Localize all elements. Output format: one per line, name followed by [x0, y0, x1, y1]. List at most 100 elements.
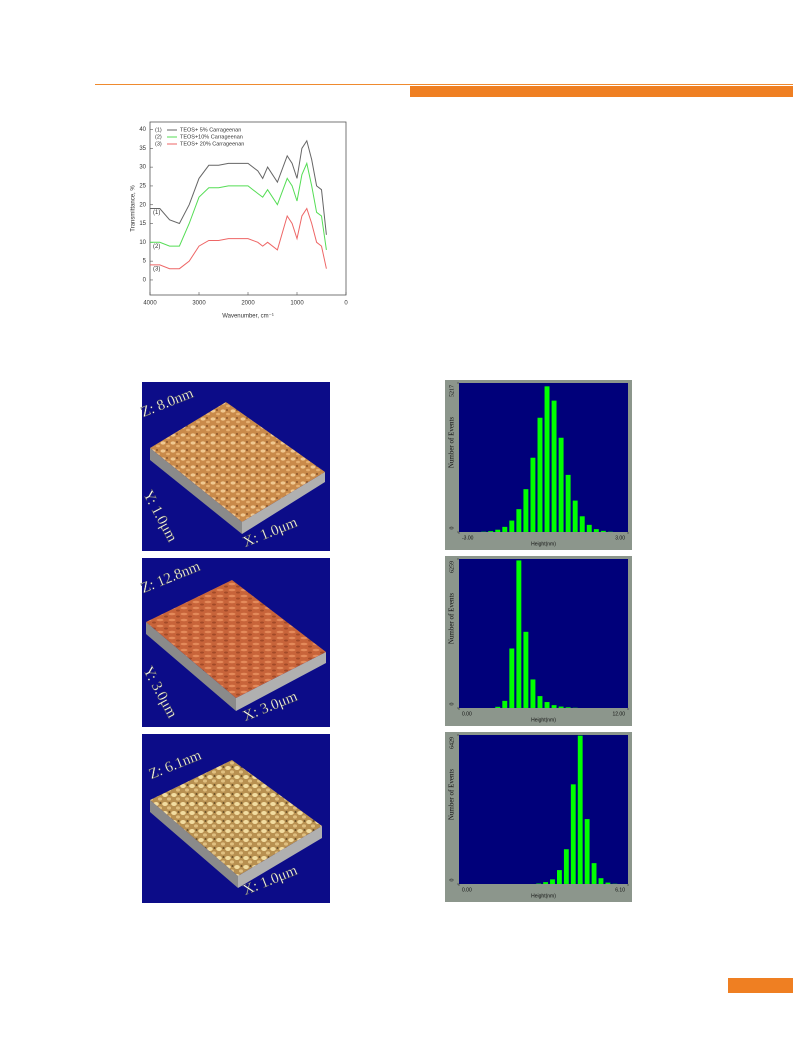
afm-side	[236, 652, 326, 711]
histogram-bar	[551, 705, 557, 708]
histogram-bar	[543, 882, 549, 884]
y-axis-label: Number of Events	[448, 769, 456, 821]
y-tick-label: 20	[139, 202, 146, 208]
x-tick-label: 1000	[290, 301, 304, 307]
y-tick-label: 5	[143, 259, 147, 265]
histogram-bar	[558, 706, 564, 708]
line-chart: 0 5 10 15 20 25 30 35 40 4000 3000 2000 1000 0 Wavenum…	[131, 121, 348, 320]
y-axis-label: Number of Events	[448, 417, 456, 469]
series-line	[150, 161, 327, 250]
histogram-bar	[577, 735, 583, 884]
y-tick-label: 0	[449, 703, 455, 706]
legend-name: TEOS+10% Carrageenan	[180, 134, 243, 140]
histogram: 0 6429 0.00 6.10 Height(nm) Number of Events	[445, 732, 632, 902]
x-axis-label: Height(nm)	[531, 717, 556, 723]
histogram-bar	[586, 524, 592, 532]
histogram-bar	[593, 529, 599, 532]
histogram: 0 5217 -3.00 3.00 Height(nm) Number of Events	[445, 380, 632, 550]
afm-side	[146, 622, 236, 711]
histogram-bar	[584, 819, 590, 884]
y-axis-label: Number of Events	[448, 593, 456, 645]
histogram-bar	[557, 870, 562, 884]
afm-surface	[150, 760, 322, 876]
header-bar	[410, 86, 793, 97]
x-tick-label: -3.00	[462, 535, 474, 541]
y-tick-label: 40	[139, 127, 146, 133]
legend-label: (3)	[155, 141, 162, 147]
legend-label: (1)	[155, 127, 162, 133]
histogram-bar	[530, 457, 536, 532]
histogram-bar	[565, 707, 571, 708]
x-tick-label: 12.00	[612, 711, 625, 717]
y-tick-label: 35	[139, 146, 146, 152]
histogram-bar	[495, 529, 501, 532]
plot-area	[459, 383, 628, 532]
afm-image: Z: 8.0nm Y: 1.0μm X: 1.0μm	[139, 382, 330, 551]
afm-image: Z: 6.1nm X: 1.0μm	[142, 734, 330, 903]
histogram-bar	[550, 879, 555, 884]
histogram-bar	[605, 882, 611, 884]
histogram-bar	[563, 849, 569, 884]
afm-side	[242, 472, 325, 534]
curve-label: (3)	[153, 266, 160, 272]
histogram-bar	[600, 530, 606, 532]
x-tick-label: 2000	[241, 301, 255, 307]
x-tick-label: 3000	[192, 301, 206, 307]
legend-name: TEOS+ 20% Carrageenan	[180, 141, 244, 147]
plot-area	[459, 735, 628, 884]
y-tick-label: 0	[449, 527, 455, 530]
x-tick-label: 3.00	[615, 535, 625, 541]
histogram-bar	[537, 417, 543, 532]
x-tick-label: 0	[344, 301, 348, 307]
y-tick-label: 0	[449, 879, 455, 882]
histogram-bar	[572, 500, 578, 532]
curve-label: (2)	[153, 244, 160, 250]
histogram-bar	[502, 526, 508, 532]
histogram-bar	[523, 489, 529, 532]
x-tick-label: 4000	[143, 301, 157, 307]
series-line	[150, 207, 327, 270]
histogram-bar	[544, 702, 550, 708]
x-axis-label: Height(nm)	[531, 893, 556, 899]
y-tick-label: 10	[139, 240, 146, 246]
histogram-bar	[509, 648, 515, 708]
x-tick-label: 6.10	[615, 887, 625, 893]
histogram-bar	[516, 509, 522, 532]
histogram-bar	[551, 400, 557, 532]
curve-label: (1)	[153, 210, 160, 216]
histogram-bar	[565, 474, 571, 532]
footer-bar	[728, 978, 793, 993]
histogram-bar	[598, 878, 604, 884]
histogram-bar	[591, 863, 597, 884]
y-tick-label: 6259	[449, 561, 455, 573]
histogram-bar	[544, 386, 550, 532]
y-axis-label: Transmittance, %	[131, 185, 137, 232]
plot-area	[459, 559, 628, 708]
histogram-bar	[570, 784, 576, 884]
y-tick-label: 30	[139, 165, 146, 171]
x-tick-label: 0.00	[462, 887, 472, 893]
histogram-bar	[537, 696, 543, 708]
y-tick-label: 25	[139, 184, 146, 190]
histogram-bar	[516, 560, 522, 708]
y-tick-label: 5217	[449, 385, 455, 397]
series-line	[150, 139, 327, 235]
x-axis-label: Wavenumber, cm⁻¹	[222, 314, 274, 320]
afm-image: Z: 12.8nm Y: 3.0μm X: 3.0μm	[139, 558, 330, 727]
histogram-bar	[509, 520, 515, 532]
histogram-bar	[530, 679, 536, 708]
y-tick-label: 6429	[449, 737, 455, 749]
afm-side	[238, 826, 322, 888]
x-axis-label: Height(nm)	[531, 541, 556, 547]
histogram-bar	[558, 437, 564, 532]
histogram-bar	[523, 631, 529, 708]
histogram-bar	[579, 516, 585, 532]
legend-label: (2)	[155, 134, 162, 140]
y-tick-label: 0	[143, 278, 147, 284]
afm-surface	[150, 402, 325, 522]
histogram-bar	[495, 706, 501, 708]
afm-side	[150, 800, 238, 888]
x-tick-label: 0.00	[462, 711, 472, 717]
histogram: 0 6259 0.00 12.00 Height(nm) Number of Events	[445, 556, 632, 726]
